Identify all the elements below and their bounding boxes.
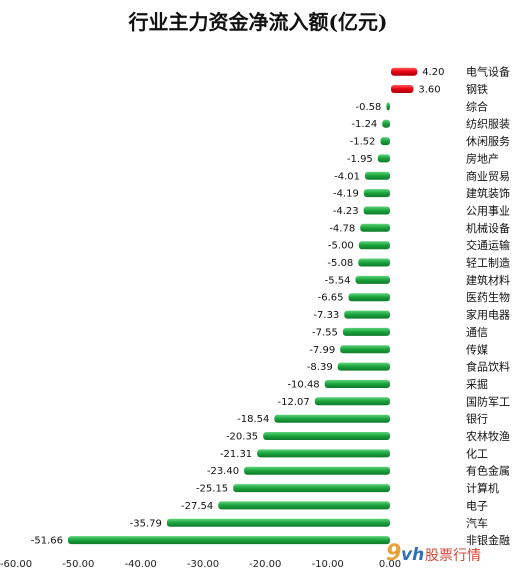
- value-label-房地产: -1.95: [347, 154, 373, 165]
- category-label-采掘: 采掘: [466, 377, 488, 391]
- bar-通信: [342, 327, 390, 336]
- value-label-计算机: -25.15: [196, 484, 228, 495]
- value-label-电气设备: 4.20: [422, 67, 444, 78]
- bar-食品饮料: [337, 362, 390, 371]
- watermark-logo-9: 9: [386, 541, 401, 566]
- value-label-机械设备: -4.78: [329, 223, 355, 234]
- value-label-汽车: -35.79: [130, 518, 162, 529]
- x-axis-ticks: -60.00 -50.00 -40.00 -30.00 -20.00 -10.00 0.00: [0, 559, 401, 570]
- category-label-传媒: 传媒: [466, 343, 488, 356]
- bar-有色金属: [244, 466, 390, 475]
- x-tick-label: 0.00: [379, 559, 401, 570]
- value-label-钢铁: 3.60: [418, 85, 440, 96]
- category-label-电子: 电子: [466, 499, 488, 512]
- bar-传媒: [340, 345, 390, 354]
- bar-纺织服装: [382, 119, 390, 128]
- bar-汽车: [166, 518, 390, 527]
- value-label-国防军工: -12.07: [278, 397, 310, 408]
- category-label-农林牧渔: 农林牧渔: [466, 429, 510, 443]
- category-label-电气设备: 电气设备: [466, 65, 510, 79]
- category-label-商业贸易: 商业贸易: [466, 169, 510, 183]
- value-label-银行: -18.54: [237, 414, 269, 425]
- category-label-交通运输: 交通运输: [466, 238, 510, 252]
- value-label-有色金属: -23.40: [207, 466, 239, 477]
- bar-非银金融: [68, 536, 390, 545]
- bar-综合: [386, 102, 390, 111]
- value-label-医药生物: -6.65: [318, 293, 344, 304]
- category-label-非银金融: 非银金融: [466, 533, 510, 547]
- watermark-logo-vh: vh: [401, 545, 424, 565]
- x-tick-label: -50.00: [62, 559, 94, 570]
- bar-房地产: [377, 154, 390, 163]
- bar-家用电器: [344, 310, 390, 319]
- x-tick-label: -60.00: [0, 559, 32, 570]
- category-label-建筑装饰: 建筑装饰: [466, 186, 510, 200]
- value-label-建筑装饰: -4.19: [333, 189, 359, 200]
- category-label-食品饮料: 食品饮料: [466, 360, 510, 374]
- x-tick-label: -10.00: [312, 559, 344, 570]
- value-label-商业贸易: -4.01: [334, 171, 360, 182]
- x-tick-label: -40.00: [125, 559, 157, 570]
- value-label-休闲服务: -1.52: [350, 137, 376, 148]
- category-label-轻工制造: 轻工制造: [466, 256, 510, 270]
- value-label-电子: -27.54: [181, 501, 213, 512]
- bar-轻工制造: [358, 258, 390, 267]
- bar-钢铁: [391, 85, 414, 93]
- value-label-交通运输: -5.00: [328, 241, 354, 252]
- category-label-计算机: 计算机: [466, 481, 499, 495]
- category-label-银行: 银行: [466, 412, 488, 426]
- value-label-家用电器: -7.33: [313, 310, 339, 321]
- category-label-医药生物: 医药生物: [466, 290, 510, 304]
- bar-电气设备: [391, 67, 418, 76]
- value-label-轻工制造: -5.08: [327, 258, 353, 269]
- value-label-化工: -21.31: [220, 449, 252, 460]
- value-label-食品饮料: -8.39: [307, 362, 333, 373]
- bar-电子: [218, 501, 390, 510]
- bars-group: 4.20 电气设备 3.60 钢铁 -0.58 综合 -1.24 纺织服装 -1.52 休闲服务 -…: [31, 65, 510, 547]
- category-label-有色金属: 有色金属: [466, 464, 510, 478]
- x-tick-label: -30.00: [187, 559, 219, 570]
- value-label-农林牧渔: -20.35: [226, 432, 258, 443]
- value-label-公用事业: -4.23: [333, 206, 359, 217]
- chart-title: 行业主力资金净流入额(亿元): [128, 10, 388, 34]
- category-label-国防军工: 国防军工: [466, 394, 510, 408]
- bar-公用事业: [363, 206, 390, 215]
- bar-国防军工: [314, 397, 390, 406]
- category-label-综合: 综合: [466, 99, 488, 113]
- value-label-通信: -7.55: [312, 327, 338, 338]
- bar-采掘: [324, 380, 390, 388]
- value-label-纺织服装: -1.24: [351, 119, 377, 130]
- category-label-汽车: 汽车: [466, 516, 488, 530]
- bar-医药生物: [348, 293, 390, 302]
- bar-机械设备: [360, 223, 390, 232]
- category-label-纺织服装: 纺织服装: [466, 117, 510, 131]
- bar-建筑装饰: [363, 189, 390, 198]
- bar-商业贸易: [365, 171, 390, 180]
- category-label-化工: 化工: [466, 446, 488, 460]
- category-label-建筑材料: 建筑材料: [466, 273, 510, 287]
- category-label-机械设备: 机械设备: [466, 221, 510, 235]
- value-label-非银金融: -51.66: [31, 536, 63, 547]
- category-label-房地产: 房地产: [466, 151, 499, 165]
- bar-交通运输: [358, 241, 390, 250]
- bar-银行: [274, 414, 390, 423]
- category-label-家用电器: 家用电器: [466, 308, 510, 322]
- bar-农林牧渔: [263, 432, 390, 440]
- category-label-休闲服务: 休闲服务: [466, 134, 510, 148]
- watermark: 9 vh 股票行情: [386, 541, 481, 566]
- value-label-综合: -0.58: [356, 102, 382, 113]
- x-tick-label: -20.00: [249, 559, 281, 570]
- bar-计算机: [233, 484, 390, 493]
- value-label-传媒: -7.99: [309, 345, 335, 356]
- category-label-通信: 通信: [466, 326, 488, 339]
- value-label-采掘: -10.48: [287, 380, 319, 391]
- value-label-建筑材料: -5.54: [325, 275, 351, 286]
- watermark-text: 股票行情: [425, 548, 481, 564]
- category-label-钢铁: 钢铁: [466, 83, 488, 96]
- category-label-公用事业: 公用事业: [466, 205, 510, 218]
- bar-建筑材料: [355, 275, 390, 284]
- bar-休闲服务: [380, 137, 390, 146]
- bar-化工: [257, 449, 390, 458]
